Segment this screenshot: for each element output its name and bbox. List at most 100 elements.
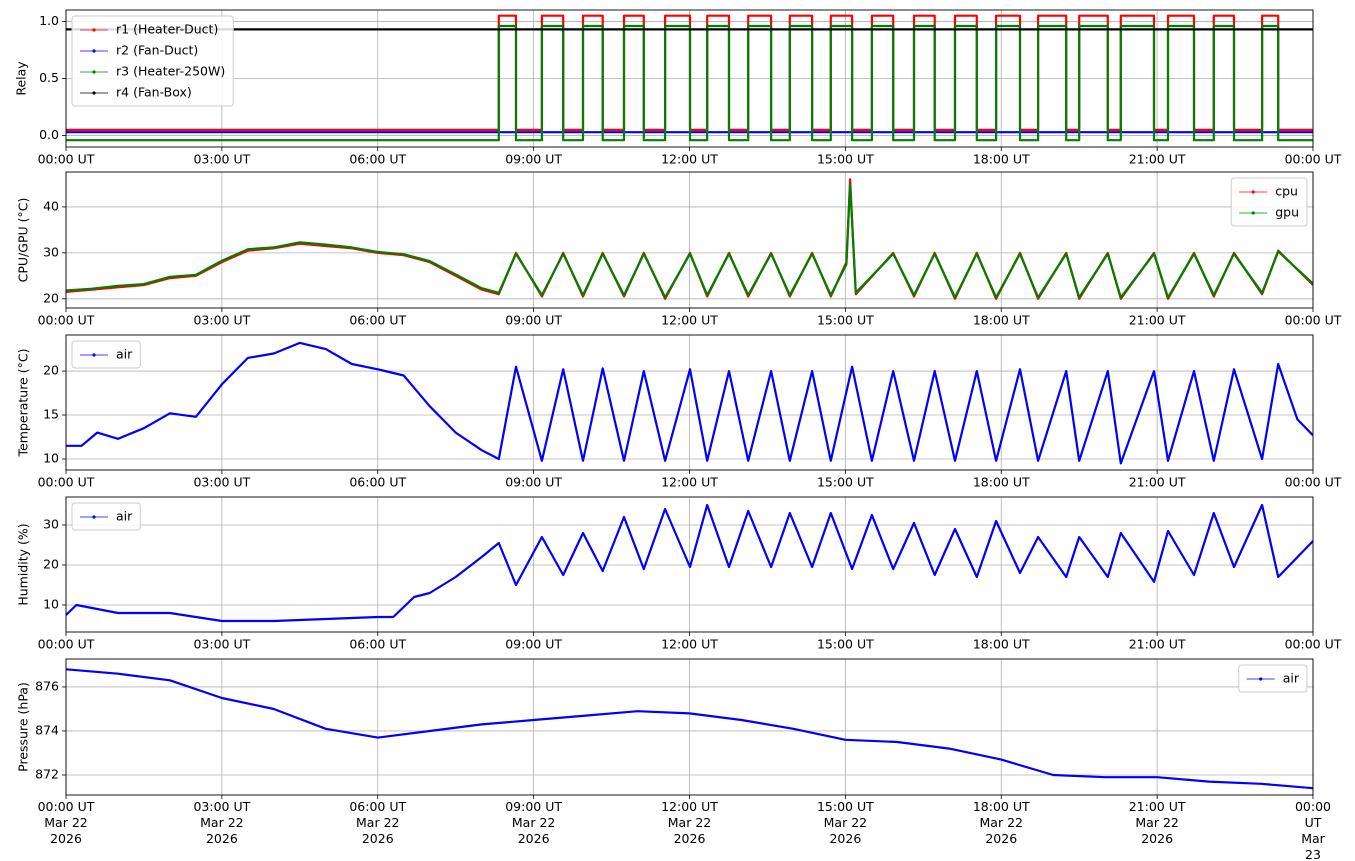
legend-label: air <box>1283 671 1300 686</box>
legend-marker <box>92 28 96 32</box>
y-tick-label: 0.5 <box>39 70 59 85</box>
x-tick-label: 03:00 UT Mar 22 2026 <box>193 799 251 846</box>
x-tick-label: 00:00 UT <box>38 637 95 652</box>
legend-marker <box>1259 677 1263 681</box>
y-tick-label: 10 <box>43 451 59 466</box>
legend-label: air <box>116 509 133 524</box>
x-tick-label: 06:00 UT <box>349 152 406 167</box>
x-tick-label: 00:00 UT <box>1285 313 1342 328</box>
legend-box <box>1238 664 1308 693</box>
y-tick-label: 872 <box>35 766 59 781</box>
x-tick-label: 12:00 UT <box>661 475 718 490</box>
x-tick-label: 15:00 UT <box>817 152 874 167</box>
y-tick-label: 10 <box>43 597 59 612</box>
y-axis-label: CPU/GPU (°C) <box>16 198 31 283</box>
y-axis-label: Relay <box>14 61 29 96</box>
legend: r1 (Heater-Duct) r2 (Fan-Duct) r3 (Heater-… <box>71 15 234 107</box>
legend-marker <box>92 49 96 53</box>
y-tick-label: 30 <box>43 517 59 532</box>
y-tick-label: 1.0 <box>39 13 59 28</box>
x-tick-label: 09:00 UT <box>505 152 562 167</box>
x-tick-label: 09:00 UT <box>505 313 562 328</box>
x-tick-label: 21:00 UT <box>1129 637 1186 652</box>
x-tick-label: 03:00 UT <box>193 637 250 652</box>
legend-marker <box>1251 211 1255 215</box>
x-tick-label: 15:00 UT <box>817 475 874 490</box>
y-tick-label: 20 <box>43 557 59 572</box>
x-tick-label: 03:00 UT <box>193 313 250 328</box>
x-tick-label: 09:00 UT Mar 22 2026 <box>505 799 563 846</box>
series-line <box>66 182 1313 299</box>
x-tick-label: 03:00 UT <box>193 152 250 167</box>
x-tick-label: 12:00 UT <box>661 637 718 652</box>
x-tick-label: 09:00 UT <box>505 475 562 490</box>
legend-box <box>71 340 141 369</box>
legend-box <box>71 502 141 531</box>
x-tick-label: 15:00 UT <box>817 637 874 652</box>
y-tick-label: 20 <box>43 363 59 378</box>
x-tick-label: 06:00 UT Mar 22 2026 <box>349 799 407 846</box>
legend-marker <box>92 91 96 95</box>
x-tick-label: 00:00 UT <box>1285 475 1342 490</box>
y-tick-label: 0.0 <box>39 127 59 142</box>
series-line <box>66 668 1313 790</box>
x-tick-label: 18:00 UT <box>973 152 1030 167</box>
x-tick-label: 21:00 UT <box>1129 152 1186 167</box>
legend-box <box>1230 177 1308 227</box>
x-tick-label: 06:00 UT <box>349 475 406 490</box>
plot-frame <box>65 171 1314 309</box>
x-tick-label: 18:00 UT Mar 22 2026 <box>972 799 1030 846</box>
y-axis-label: Pressure (hPa) <box>16 682 31 772</box>
series-line <box>66 341 1313 465</box>
x-tick-label: 21:00 UT <box>1129 475 1186 490</box>
x-tick-label: 12:00 UT Mar 22 2026 <box>661 799 718 846</box>
x-tick-label: 12:00 UT <box>661 313 718 328</box>
y-tick-label: 40 <box>43 198 59 213</box>
x-tick-label: 00:00 UT <box>38 475 95 490</box>
x-tick-label: 03:00 UT <box>193 475 250 490</box>
y-tick-label: 20 <box>43 290 59 305</box>
series-line <box>66 24 1313 142</box>
legend-label: air <box>116 347 133 362</box>
x-tick-label: 18:00 UT <box>973 313 1030 328</box>
x-tick-label: 00:00 UT <box>38 313 95 328</box>
legend-marker <box>1251 190 1255 194</box>
y-axis-label: Humidity (%) <box>16 523 31 605</box>
legend-label: gpu <box>1275 205 1299 220</box>
legend: cpu gpu <box>1230 177 1308 227</box>
x-tick-label: 21:00 UT <box>1129 313 1186 328</box>
x-tick-label: 15:00 UT Mar 22 2026 <box>816 799 874 846</box>
x-tick-label: 00:00 UT <box>1285 152 1342 167</box>
series-line <box>66 14 1313 131</box>
legend-marker <box>92 70 96 74</box>
legend-box <box>71 15 234 107</box>
legend-label: r1 (Heater-Duct) <box>116 22 218 37</box>
legend: air <box>71 340 141 369</box>
x-tick-label: 06:00 UT <box>349 637 406 652</box>
series-line <box>66 503 1313 623</box>
x-tick-label: 06:00 UT <box>349 313 406 328</box>
x-tick-label: 00:00 UT Mar 22 2026 <box>37 799 95 846</box>
legend: air <box>1238 664 1308 693</box>
y-tick-label: 30 <box>43 244 59 259</box>
x-tick-label: 18:00 UT <box>973 637 1030 652</box>
x-tick-label: 09:00 UT <box>505 637 562 652</box>
x-tick-label: 15:00 UT <box>817 313 874 328</box>
x-tick-label: 00:00 UT <box>1285 637 1342 652</box>
plot-frame <box>65 334 1314 471</box>
x-tick-label: 12:00 UT <box>661 152 718 167</box>
x-tick-label: 00:00 UT Mar 23 2026 <box>1294 799 1332 861</box>
plot-frame <box>65 658 1314 796</box>
y-tick-label: 15 <box>43 407 59 422</box>
plot-frame <box>65 496 1314 633</box>
legend-label: r3 (Heater-250W) <box>116 64 225 79</box>
y-axis-label: Temperature (°C) <box>16 349 31 458</box>
y-tick-label: 874 <box>35 722 59 737</box>
legend-label: cpu <box>1275 184 1298 199</box>
legend-marker <box>92 353 96 357</box>
y-tick-label: 876 <box>35 678 59 693</box>
x-tick-label: 00:00 UT <box>38 152 95 167</box>
x-tick-label: 21:00 UT Mar 22 2026 <box>1128 799 1186 846</box>
